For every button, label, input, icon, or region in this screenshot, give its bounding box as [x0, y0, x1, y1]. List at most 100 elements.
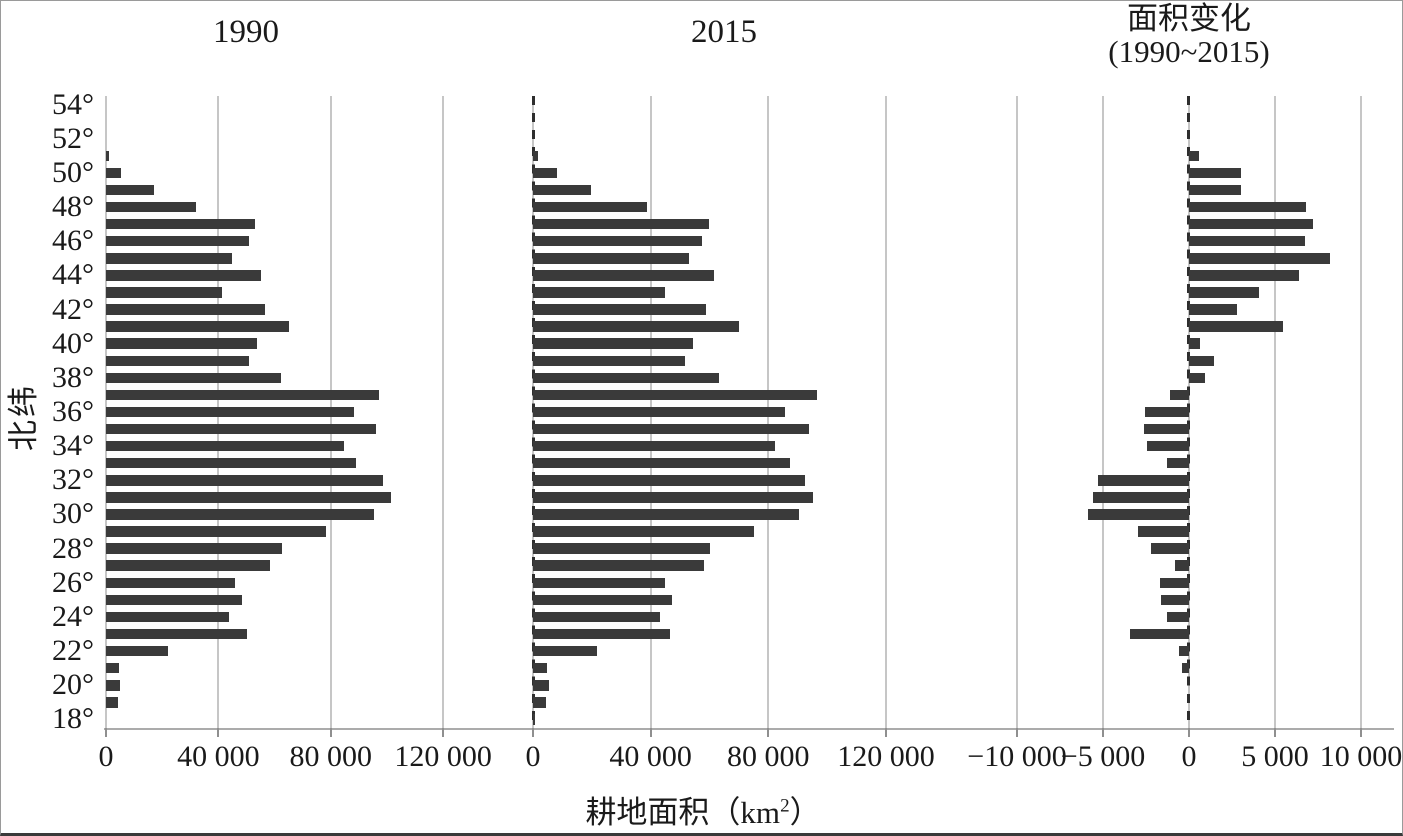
bar-lat-42	[1188, 304, 1237, 315]
x-axis-title-superscript: 2	[780, 795, 790, 817]
bar-lat-35	[106, 423, 376, 435]
bar-lat-43	[1188, 287, 1260, 298]
bar-lat-49	[106, 184, 155, 196]
x-axis-line	[104, 728, 1394, 730]
y-tick-label: 44°	[52, 258, 94, 292]
plot-panel-3	[974, 96, 1389, 728]
x-tick-label: 40 000	[609, 740, 692, 773]
x-tick-label: 80 000	[727, 740, 810, 773]
bar-lat-45	[533, 253, 690, 264]
bar-lat-37	[533, 389, 818, 401]
x-tick-label: 120 000	[837, 740, 935, 773]
y-tick-label: 46°	[52, 224, 94, 258]
x-tick-label: −10 000	[967, 740, 1067, 773]
bar-lat-23	[106, 628, 247, 640]
bar-lat-34	[1146, 440, 1189, 452]
bar-lat-27	[106, 560, 271, 571]
bar-lat-29	[533, 526, 755, 537]
gridline	[884, 96, 887, 728]
x-axis-tick	[1273, 728, 1276, 737]
y-tick-label: 34°	[52, 429, 94, 463]
bar-lat-22	[1179, 645, 1189, 657]
bar-lat-47	[533, 218, 710, 230]
bar-lat-30	[1088, 509, 1189, 520]
x-tick-label: 5 000	[1241, 740, 1309, 773]
gridline	[442, 96, 445, 728]
bar-lat-40	[533, 338, 693, 349]
x-axis-tick	[767, 728, 770, 737]
y-tick-label: 36°	[52, 395, 94, 428]
bar-lat-28	[533, 543, 711, 554]
panel-title-2015: 2015	[691, 14, 757, 50]
bar-lat-21	[1181, 662, 1189, 674]
bar-lat-28	[106, 543, 283, 554]
bar-lat-26	[1160, 577, 1189, 589]
bar-lat-36	[533, 406, 785, 418]
bar-lat-47	[1188, 218, 1313, 230]
bar-lat-19	[106, 697, 118, 708]
bar-lat-46	[533, 235, 703, 247]
bar-lat-23	[533, 628, 671, 640]
bar-lat-21	[106, 662, 120, 674]
bar-lat-40	[106, 338, 257, 349]
bar-lat-35	[533, 423, 810, 435]
bar-lat-20	[106, 680, 121, 691]
bar-lat-34	[533, 440, 776, 452]
x-axis-tick	[105, 728, 107, 737]
bar-lat-29	[1137, 526, 1189, 537]
y-tick-label: 42°	[52, 292, 94, 326]
gridline	[1359, 96, 1362, 728]
bar-lat-48	[1188, 201, 1306, 213]
bar-lat-23	[1130, 628, 1189, 640]
y-tick-label: 20°	[52, 668, 94, 702]
bar-lat-39	[533, 355, 686, 366]
bar-lat-42	[106, 304, 266, 315]
bar-lat-29	[106, 526, 326, 537]
bar-lat-28	[1150, 543, 1189, 554]
plot-panel-2	[531, 96, 928, 728]
bar-lat-31	[533, 492, 813, 503]
x-tick-label: 10 000	[1319, 740, 1403, 773]
bar-lat-27	[1174, 560, 1189, 571]
bar-lat-36	[106, 406, 355, 418]
bar-lat-43	[533, 287, 665, 298]
bar-lat-24	[106, 611, 230, 623]
bar-lat-35	[1143, 423, 1189, 435]
x-axis-tick	[1101, 728, 1104, 737]
x-tick-label: 40 000	[177, 740, 260, 773]
bar-lat-26	[533, 577, 665, 589]
bar-lat-41	[1188, 321, 1284, 332]
x-axis-tick	[442, 728, 445, 737]
bar-lat-24	[1167, 611, 1189, 623]
bar-lat-47	[106, 218, 255, 230]
bar-lat-37	[1170, 389, 1189, 401]
bar-lat-37	[106, 389, 380, 401]
x-axis-tick	[1015, 728, 1018, 737]
x-axis-tick	[884, 728, 887, 737]
bar-lat-33	[1166, 457, 1189, 469]
bar-lat-30	[106, 509, 375, 520]
bar-lat-31	[106, 492, 392, 503]
bar-lat-43	[106, 287, 222, 298]
y-tick-label: 24°	[52, 599, 94, 633]
bar-lat-46	[106, 235, 250, 247]
bar-lat-36	[1145, 406, 1189, 418]
x-axis-title-close-paren: ）	[789, 795, 821, 830]
bar-lat-45	[1188, 253, 1330, 264]
x-tick-label: 80 000	[289, 740, 373, 773]
panel-title-change-line1: 面积变化	[1126, 1, 1251, 36]
gridline	[1015, 96, 1018, 728]
y-tick-label: 48°	[52, 190, 94, 224]
x-tick-label: 0	[98, 740, 114, 773]
x-axis-tick	[1359, 728, 1362, 737]
bar-lat-49	[533, 184, 592, 196]
x-axis-title: 耕地面积（km2）	[585, 787, 820, 832]
y-tick-label: 40°	[52, 326, 94, 360]
y-tick-label: 52°	[52, 121, 94, 155]
bar-lat-33	[533, 457, 791, 469]
bar-lat-45	[106, 253, 233, 264]
bar-lat-33	[106, 457, 357, 469]
bar-lat-41	[533, 321, 740, 332]
bar-lat-50	[1188, 167, 1242, 179]
